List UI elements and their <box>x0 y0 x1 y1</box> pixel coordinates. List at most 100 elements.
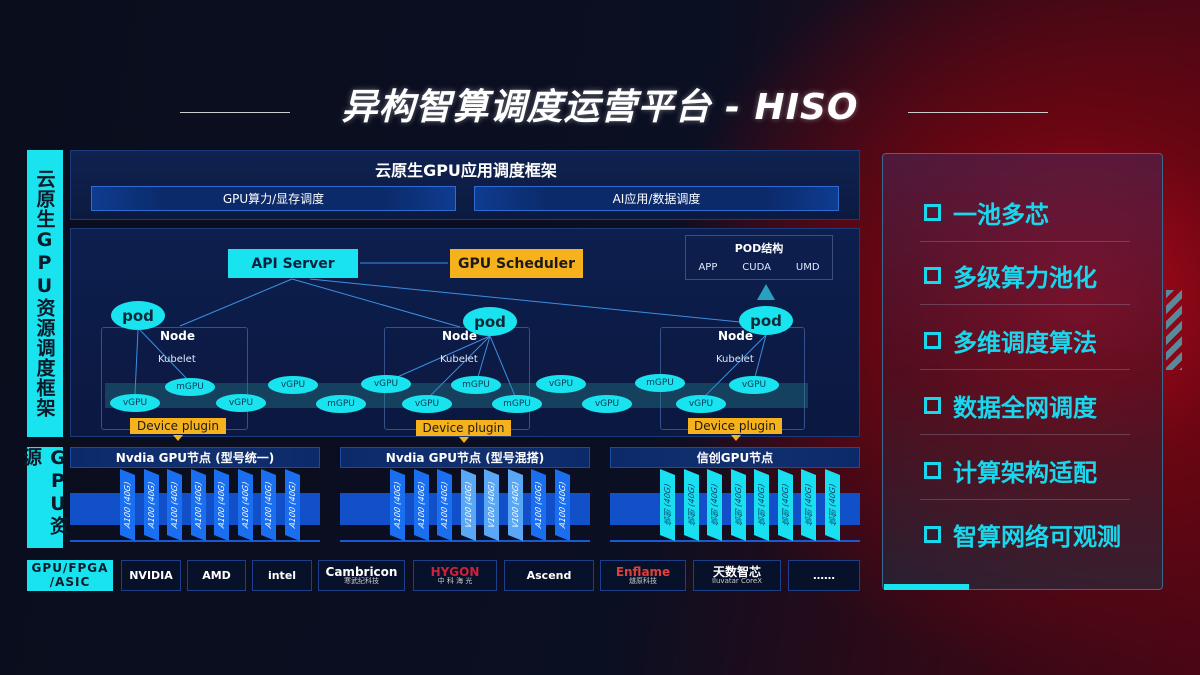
vgpu-slice: vGPU <box>729 376 779 394</box>
vgpu-slice: vGPU <box>676 395 726 413</box>
gpu-card-label: A100 (40G) <box>534 480 543 530</box>
node-label: Node <box>718 329 754 343</box>
gpu-card-label: A100 (40G) <box>170 480 179 530</box>
feature-item: 计算架构适配 <box>924 453 1097 488</box>
framework-side-label: 云原生GPU资源调度框架 <box>27 150 63 437</box>
gpu-card: A100 (40G) <box>554 468 570 542</box>
features-panel <box>882 153 1163 590</box>
mgpu-slice: mGPU <box>492 395 542 413</box>
kubelet-label: Kubelet <box>158 354 196 365</box>
feature-label: 数据全网调度 <box>953 394 1097 422</box>
mgpu-slice: mGPU <box>316 395 366 413</box>
pod-structure-box: POD结构 APP CUDA UMD <box>685 235 833 280</box>
gpu-card-label: A100 (40G) <box>440 480 449 530</box>
gpu-card-label: 信创 (40G) <box>757 482 766 528</box>
gpu-card-label: A100 (40G) <box>557 480 567 530</box>
vendor-logo-nvidia: NVIDIA <box>121 560 181 591</box>
page-title: 异构智算调度运营平台 - HISO <box>341 87 859 128</box>
vgpu-slice: vGPU <box>268 376 318 394</box>
gpu-node-base <box>340 540 590 542</box>
mgpu-slice: mGPU <box>165 378 215 396</box>
gpu-card-label: V100 (40G) <box>487 480 496 530</box>
gpu-card-label: V100 (40G) <box>463 480 473 530</box>
vendor-logo-more: 天数智芯 Iluvatar CoreX <box>693 560 781 591</box>
feature-label: 计算架构适配 <box>953 459 1097 487</box>
pod-ellipse: pod <box>111 301 165 330</box>
checkbox-icon <box>924 332 941 349</box>
device-plugin-box: Device plugin <box>416 420 511 436</box>
gpu-card-label: 信创 (40G) <box>780 482 790 528</box>
gpu-scheduler-box: GPU Scheduler <box>450 249 583 278</box>
checkbox-icon <box>924 526 941 543</box>
node-label: Node <box>442 329 478 343</box>
device-plugin-box: Device plugin <box>130 418 226 434</box>
gpu-card: A100 (40G) <box>214 468 229 542</box>
gpu-card-label: 信创 (40G) <box>827 482 837 528</box>
gpu-card-label: A100 (40G) <box>240 480 250 530</box>
gpu-card: V100 (40G) <box>484 468 499 542</box>
gpu-card-label: A100 (40G) <box>393 480 402 530</box>
feature-separator <box>920 241 1130 242</box>
pod-ellipse: pod <box>463 307 517 336</box>
checkbox-icon <box>924 462 941 479</box>
vendor-logo-cambricon: Cambricon 寒武纪科技 <box>318 560 405 591</box>
feature-separator <box>920 369 1130 370</box>
gpu-card-label: A100 (40G) <box>193 480 203 530</box>
pod-ellipse: pod <box>739 306 793 335</box>
corner-decoration <box>884 584 969 590</box>
feature-separator <box>920 434 1130 435</box>
device-plugin-box: Device plugin <box>688 418 782 434</box>
gpu-card-label: 信创 (40G) <box>804 482 813 528</box>
feature-label: 一池多芯 <box>953 201 1049 229</box>
checkbox-icon <box>924 267 941 284</box>
vendor-logo-enflame: Enflame 燧原科技 <box>600 560 686 591</box>
gpu-card: A100 (40G) <box>167 468 182 542</box>
feature-label: 智算网络可观测 <box>953 523 1121 551</box>
gpu-card: A100 (40G) <box>284 468 300 542</box>
gpu-card-label: A100 (40G) <box>146 480 156 530</box>
gpu-card: 信创 (40G) <box>707 468 722 542</box>
pod-structure-item: APP <box>698 262 718 273</box>
gpu-card: 信创 (40G) <box>777 468 793 542</box>
gpu-card: A100 (40G) <box>261 468 276 542</box>
checkbox-icon <box>924 204 941 221</box>
vendor-logo-more: …… <box>788 560 860 591</box>
gpu-card-label: A100 (40G) <box>123 480 132 530</box>
gpu-card-label: 信创 (40G) <box>710 482 719 528</box>
feature-label: 多级算力池化 <box>953 264 1097 292</box>
feature-item: 智算网络可观测 <box>924 517 1121 552</box>
gpu-card-label: A100 (40G) <box>217 480 226 530</box>
pod-structure-item: CUDA <box>742 262 771 273</box>
feature-item: 多级算力池化 <box>924 258 1097 293</box>
gpu-card: V100 (40G) <box>460 468 476 542</box>
mgpu-slice: mGPU <box>451 376 501 394</box>
pod-structure-item: UMD <box>795 262 820 273</box>
up-arrow-icon <box>757 284 775 300</box>
gpu-card-label: A100 (40G) <box>264 480 273 530</box>
gpu-card: A100 (40G) <box>413 468 429 542</box>
feature-item: 一池多芯 <box>924 195 1049 230</box>
node-label: Node <box>160 329 196 343</box>
framework-panel: 云原生GPU应用调度框架 GPU算力/显存调度 AI应用/数据调度 <box>70 150 860 220</box>
vgpu-slice: vGPU <box>536 375 586 393</box>
vendor-logo-hygon: HYGON 中 科 海 光 <box>413 560 497 591</box>
gpu-card: A100 (40G) <box>390 468 405 542</box>
gpu-node-header: Nvdia GPU节点 (型号混搭) <box>340 447 590 468</box>
ai-app-data-scheduling: AI应用/数据调度 <box>474 186 839 211</box>
gpu-card-label: 信创 (40G) <box>686 482 696 528</box>
pod-structure-title: POD结构 <box>734 242 784 255</box>
stripe-decoration <box>1166 290 1182 370</box>
vendor-logo-ascend: Ascend <box>504 560 594 591</box>
gpu-card-label: 信创 (40G) <box>733 482 743 528</box>
gpu-card: 信创 (40G) <box>754 468 769 542</box>
gpu-card: A100 (40G) <box>531 468 546 542</box>
vgpu-slice: vGPU <box>402 395 452 413</box>
vgpu-slice: vGPU <box>361 375 411 393</box>
gpu-card: 信创 (40G) <box>824 468 840 542</box>
title-decoration-right <box>908 112 1048 113</box>
feature-item: 多维调度算法 <box>924 323 1097 358</box>
gpu-card: 信创 (40G) <box>730 468 746 542</box>
gpu-node-base <box>70 540 320 542</box>
vendor-logo-amd: AMD <box>187 560 246 591</box>
feature-item: 数据全网调度 <box>924 388 1097 423</box>
